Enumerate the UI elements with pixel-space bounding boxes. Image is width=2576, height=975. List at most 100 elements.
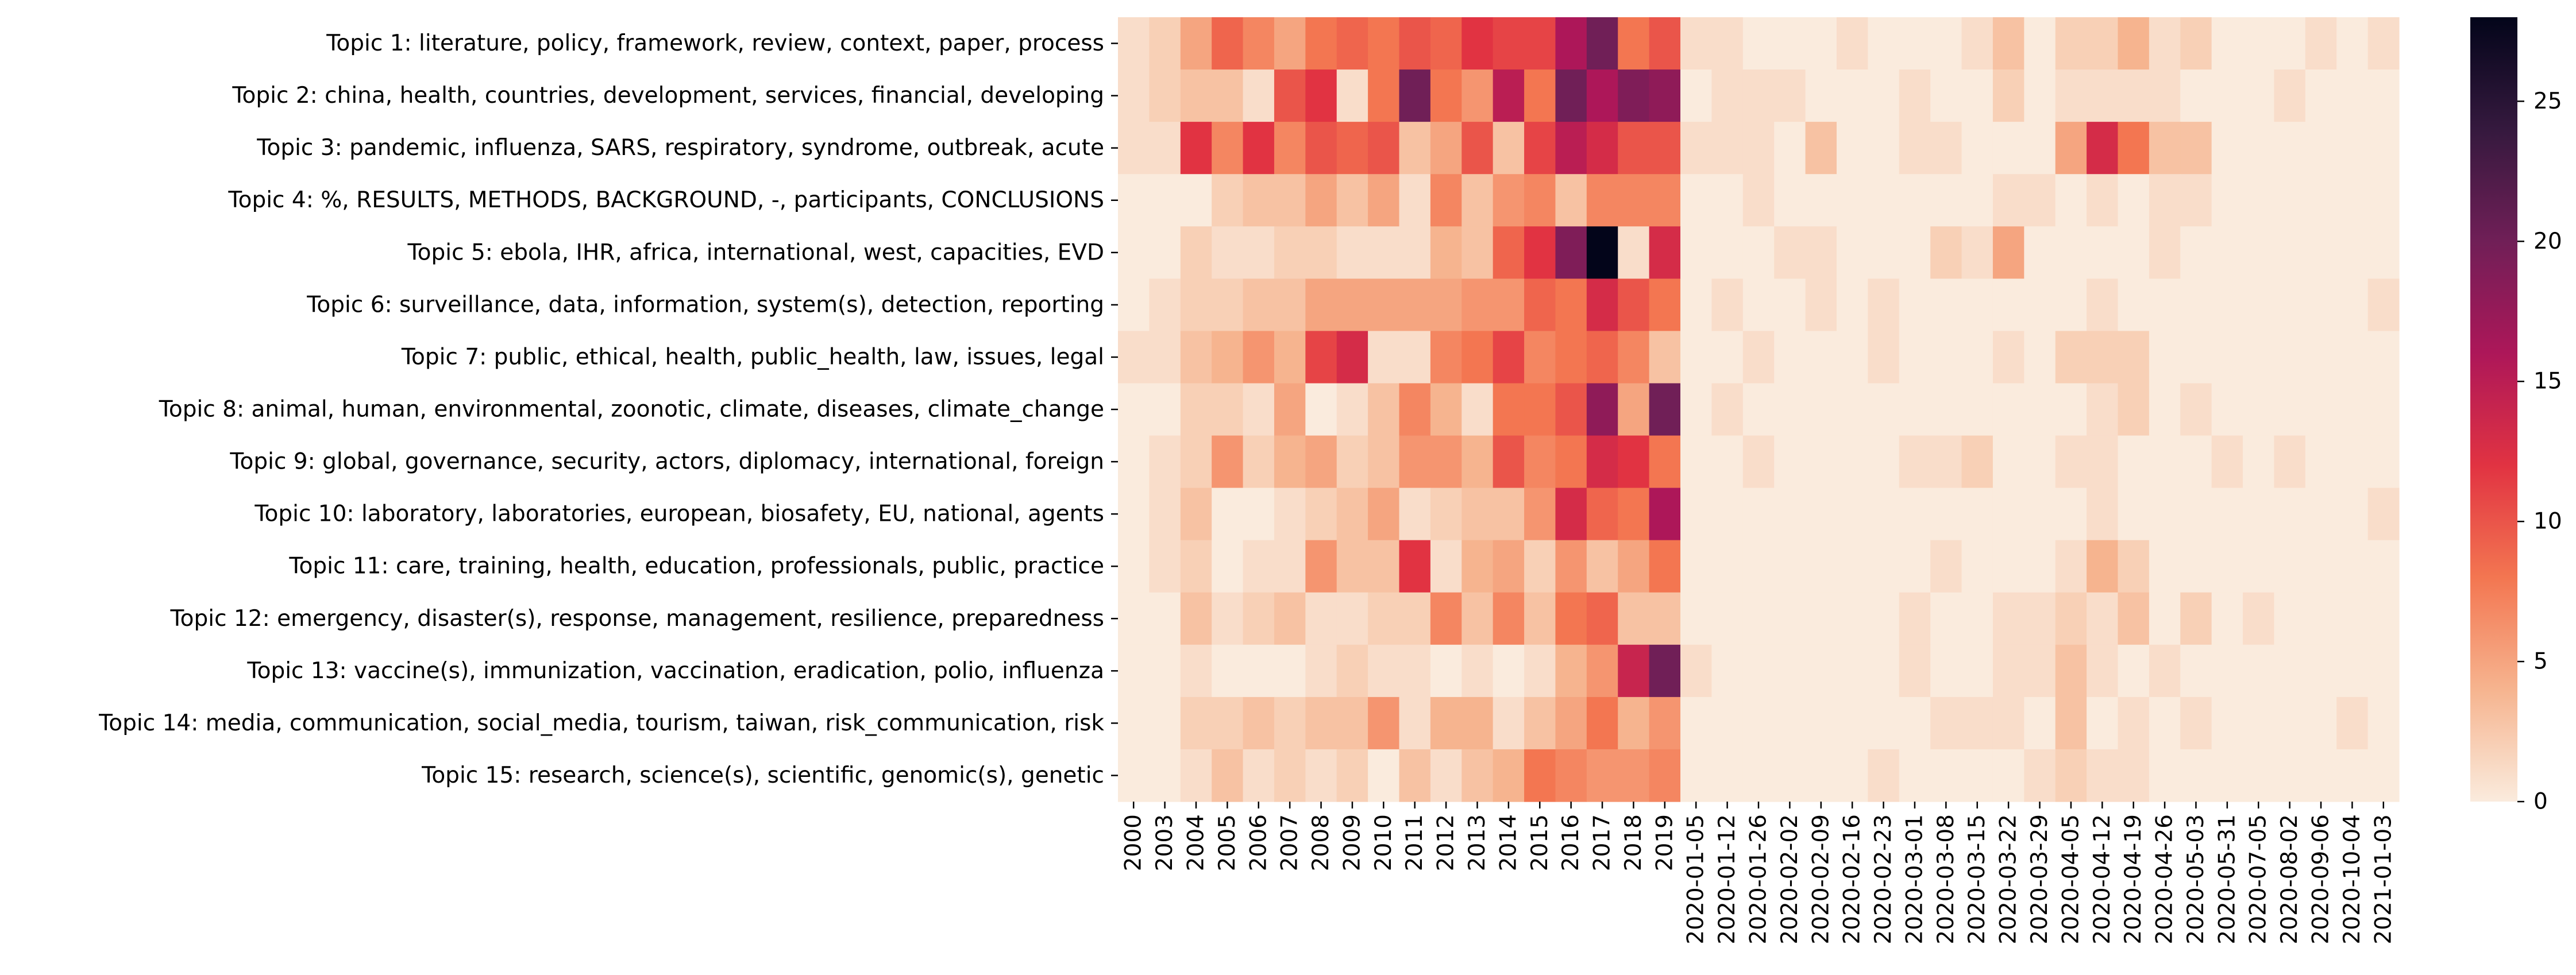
heatmap-cell bbox=[2243, 174, 2275, 227]
heatmap-cell bbox=[1805, 278, 1837, 331]
heatmap-cell bbox=[2211, 122, 2243, 175]
heatmap-cell bbox=[1274, 540, 1306, 593]
heatmap-cell bbox=[2087, 435, 2119, 489]
heatmap-cell bbox=[1586, 17, 1618, 70]
heatmap-cell bbox=[1336, 644, 1368, 698]
heatmap-cell bbox=[1149, 69, 1181, 122]
heatmap-cell bbox=[2180, 278, 2212, 331]
heatmap-cell bbox=[1368, 540, 1400, 593]
heatmap-cell bbox=[1805, 122, 1837, 175]
heatmap-cell bbox=[1680, 488, 1713, 541]
heatmap-cell bbox=[1586, 697, 1618, 750]
heatmap-cell bbox=[1524, 488, 1556, 541]
heatmap-cell bbox=[1305, 122, 1337, 175]
heatmap-cell bbox=[2055, 226, 2087, 279]
heatmap-cell bbox=[1774, 331, 1806, 384]
heatmap-cell bbox=[2024, 69, 2056, 122]
heatmap-cell bbox=[1430, 122, 1462, 175]
heatmap-cell bbox=[1961, 540, 1993, 593]
heatmap-cell bbox=[2055, 435, 2087, 489]
heatmap-cell bbox=[2024, 331, 2056, 384]
heatmap-cell bbox=[1774, 122, 1806, 175]
heatmap-cell bbox=[1149, 540, 1181, 593]
heatmap-cell bbox=[1555, 749, 1587, 802]
heatmap-cell bbox=[1493, 122, 1525, 175]
x-tick-label: 2020-01-26 bbox=[1746, 814, 1772, 945]
heatmap-cell bbox=[1618, 488, 1650, 541]
heatmap-cell bbox=[2024, 122, 2056, 175]
heatmap-cell bbox=[2024, 749, 2056, 802]
heatmap-cell bbox=[1430, 226, 1462, 279]
heatmap-cell bbox=[1461, 435, 1494, 489]
heatmap-cell bbox=[1618, 69, 1650, 122]
heatmap-cell bbox=[1461, 383, 1494, 436]
heatmap-cell bbox=[2211, 697, 2243, 750]
heatmap-cell bbox=[1243, 383, 1275, 436]
heatmap-cell bbox=[2149, 174, 2181, 227]
heatmap-cell bbox=[1774, 435, 1806, 489]
heatmap-cell bbox=[1930, 488, 1962, 541]
heatmap-cell bbox=[2118, 17, 2150, 70]
heatmap-cell bbox=[2305, 226, 2337, 279]
heatmap-cell bbox=[1336, 69, 1368, 122]
heatmap-cell bbox=[1649, 278, 1681, 331]
heatmap-cell bbox=[2087, 278, 2119, 331]
heatmap-cell bbox=[2274, 174, 2306, 227]
heatmap-cell bbox=[1399, 488, 1431, 541]
heatmap-cell bbox=[1368, 226, 1400, 279]
heatmap-cell bbox=[1399, 122, 1431, 175]
heatmap-cell bbox=[1212, 644, 1244, 698]
heatmap-cell bbox=[2024, 488, 2056, 541]
heatmap-cell bbox=[1368, 697, 1400, 750]
heatmap-cell bbox=[2274, 592, 2306, 645]
heatmap-cell bbox=[1992, 435, 2024, 489]
heatmap-cell bbox=[1774, 17, 1806, 70]
heatmap-cell bbox=[1868, 69, 1900, 122]
heatmap-cell bbox=[2149, 17, 2181, 70]
heatmap-cell bbox=[1649, 383, 1681, 436]
heatmap-cell bbox=[1805, 749, 1837, 802]
heatmap-cell bbox=[1711, 17, 1744, 70]
heatmap-cell bbox=[1212, 278, 1244, 331]
heatmap-cell bbox=[1149, 435, 1181, 489]
heatmap-cell bbox=[1305, 17, 1337, 70]
y-tick-label: Topic 2: china, health, countries, devel… bbox=[232, 83, 1104, 109]
colorbar-tick-label: 10 bbox=[2533, 509, 2562, 535]
heatmap-cell bbox=[1742, 749, 1775, 802]
heatmap-cell bbox=[1992, 278, 2024, 331]
heatmap-cell bbox=[1368, 488, 1400, 541]
heatmap-cell bbox=[1805, 69, 1837, 122]
heatmap-cell bbox=[2243, 278, 2275, 331]
heatmap-cell bbox=[1243, 174, 1275, 227]
heatmap-cell bbox=[1868, 435, 1900, 489]
heatmap-cell bbox=[1930, 697, 1962, 750]
heatmap-cell bbox=[1368, 69, 1400, 122]
heatmap-cell bbox=[1774, 749, 1806, 802]
heatmap-cell bbox=[1618, 435, 1650, 489]
heatmap-cell bbox=[1461, 17, 1494, 70]
y-axis-tick-labels: Topic 1: literature, policy, framework, … bbox=[98, 30, 1118, 788]
heatmap-cell bbox=[1118, 488, 1150, 541]
heatmap-cell bbox=[1212, 69, 1244, 122]
heatmap-cell bbox=[1149, 331, 1181, 384]
heatmap-cell bbox=[1461, 697, 1494, 750]
heatmap-cell bbox=[2024, 540, 2056, 593]
heatmap-cell bbox=[2118, 278, 2150, 331]
heatmap-cell bbox=[2149, 226, 2181, 279]
heatmap-cell bbox=[1992, 488, 2024, 541]
heatmap-cell bbox=[2180, 749, 2212, 802]
heatmap-cell bbox=[2180, 226, 2212, 279]
heatmap-cell bbox=[1680, 174, 1713, 227]
heatmap-cells bbox=[1118, 17, 2400, 802]
heatmap-cell bbox=[1836, 383, 1868, 436]
heatmap-cell bbox=[1212, 592, 1244, 645]
heatmap-cell bbox=[1618, 122, 1650, 175]
heatmap-cell bbox=[1368, 174, 1400, 227]
heatmap-cell bbox=[1368, 278, 1400, 331]
heatmap-cell bbox=[2336, 17, 2369, 70]
heatmap-cell bbox=[1680, 226, 1713, 279]
x-tick-label: 2004 bbox=[1183, 814, 1209, 871]
heatmap-cell bbox=[2274, 697, 2306, 750]
heatmap-cell bbox=[1118, 69, 1150, 122]
heatmap-cell bbox=[2336, 749, 2369, 802]
